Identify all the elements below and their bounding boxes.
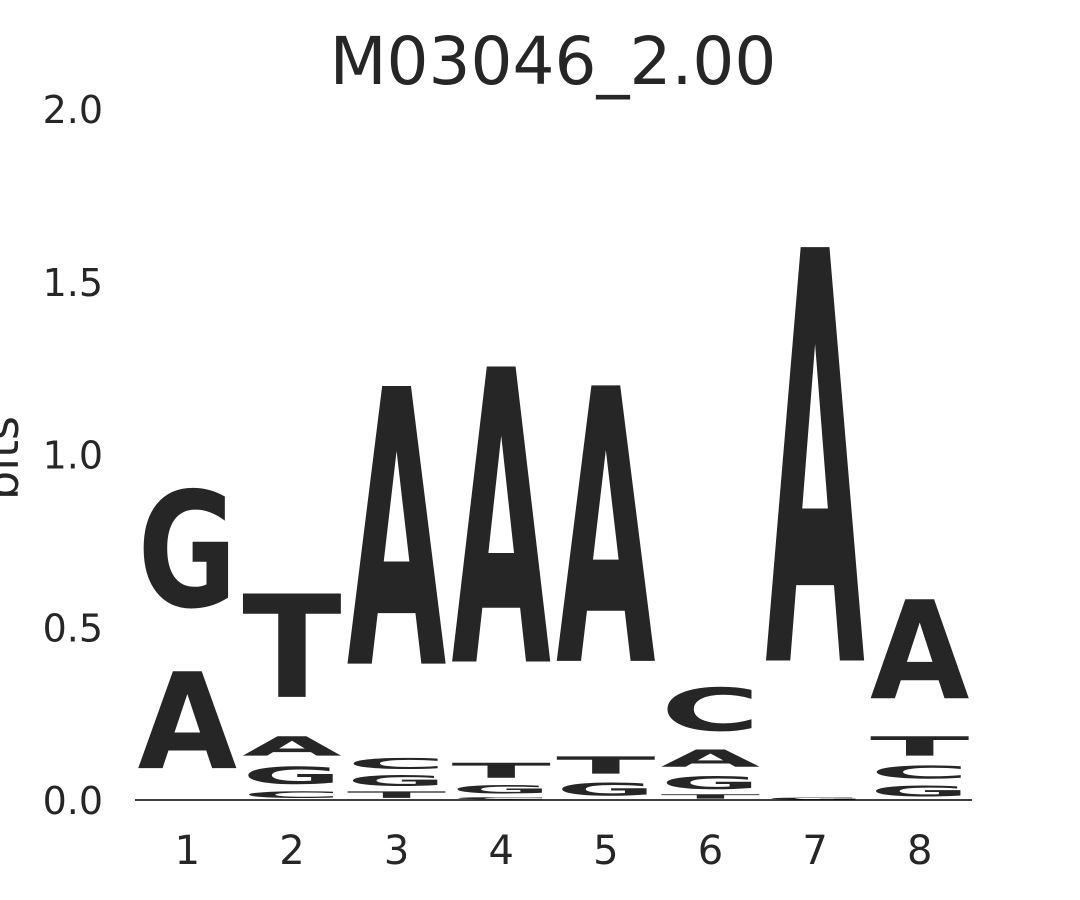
letter-G-pos-2: G <box>242 762 341 790</box>
letter-C-pos-6: C <box>661 676 760 745</box>
x-tick-label: 7 <box>802 828 827 874</box>
letter-C-pos-4: C <box>452 797 551 800</box>
y-axis: 0.0 0.5 1.0 1.5 2.0 <box>43 88 103 823</box>
letter-G-pos-4: G <box>452 783 551 797</box>
y-tick-label: 0.5 <box>43 606 103 650</box>
letter-C-pos-8: C <box>870 762 969 783</box>
letter-T-pos-6: T <box>661 793 760 800</box>
letter-A-pos-7: A <box>765 134 865 795</box>
y-tick-label: 0.0 <box>43 779 103 823</box>
x-tick-label: 6 <box>698 828 723 874</box>
letter-A-pos-2: A <box>242 731 342 762</box>
letter-A-pos-1: A <box>138 645 237 800</box>
letter-C-pos-3: C <box>347 755 446 772</box>
x-tick-label: 4 <box>488 828 513 874</box>
letter-G-pos-8: G <box>870 783 969 800</box>
letter-T-pos-3: T <box>347 790 446 800</box>
letter-A-pos-4: A <box>451 285 551 757</box>
letter-C-pos-2: C <box>242 790 341 800</box>
x-tick-label: 8 <box>907 828 932 874</box>
letter-A-pos-5: A <box>556 310 656 751</box>
letter-A-pos-6: A <box>661 745 760 773</box>
letter-G-pos-7: G <box>765 797 864 800</box>
x-axis: 1 2 3 4 5 6 7 8 <box>175 828 933 874</box>
y-tick-label: 1.0 <box>43 434 103 478</box>
letter-G-pos-6: G <box>661 773 760 793</box>
letter-T-pos-8: T <box>870 731 969 762</box>
chart-title: M03046_2.00 <box>330 23 777 100</box>
letter-T-pos-5: T <box>556 752 655 780</box>
letter-A-pos-3: A <box>347 311 447 755</box>
letter-T-pos-2: T <box>242 566 341 731</box>
letter-G-pos-5: G <box>556 780 655 800</box>
letter-A-pos-8: A <box>870 573 969 731</box>
letter-G-pos-1: G <box>138 460 237 645</box>
y-tick-label: 2.0 <box>43 88 103 132</box>
x-tick-label: 5 <box>593 828 618 874</box>
x-tick-label: 3 <box>384 828 409 874</box>
letter-G-pos-3: G <box>347 773 446 790</box>
y-axis-label: bits <box>0 416 29 500</box>
x-tick-label: 1 <box>175 828 200 874</box>
letter-T-pos-4: T <box>451 758 550 782</box>
x-tick-label: 2 <box>279 828 304 874</box>
y-tick-label: 1.5 <box>43 261 103 305</box>
